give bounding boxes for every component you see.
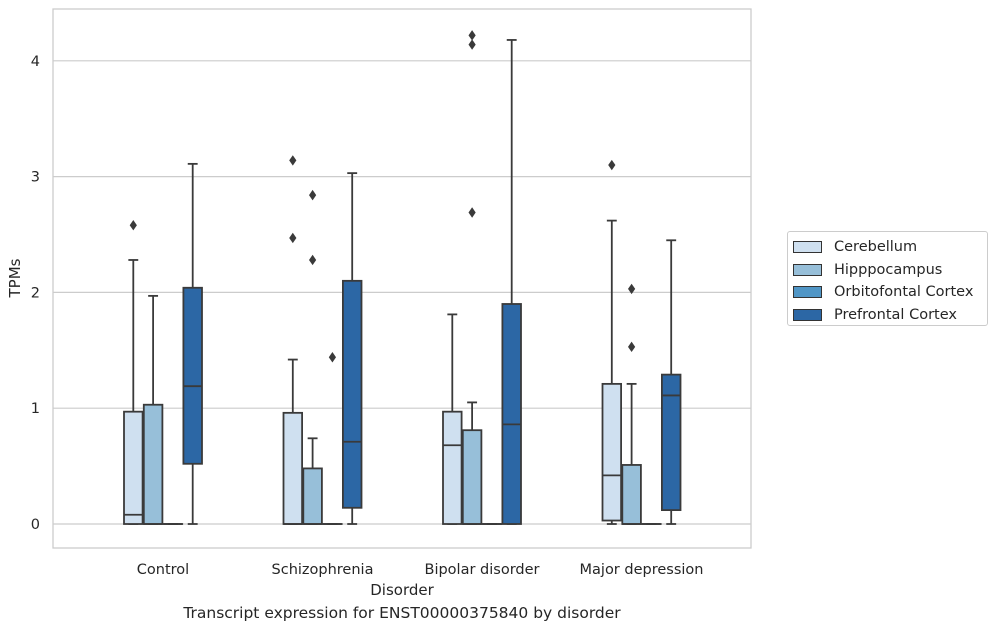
x-tick-label: Control	[137, 562, 189, 578]
box-iqr	[182, 286, 203, 465]
box-iqr	[282, 411, 304, 525]
outlier-point	[468, 39, 476, 50]
y-axis-label: TPMs	[6, 258, 24, 298]
y-tick-labels: 0 1 2 3 4	[31, 54, 40, 533]
x-tick-labels: Control Schizophrenia Bipolar disorder Majo…	[137, 562, 704, 578]
box-iqr	[661, 373, 682, 512]
y-tick-label: 0	[31, 517, 40, 533]
x-tick-label: Major depression	[580, 562, 704, 578]
legend-swatch	[793, 286, 822, 299]
outlier-point	[129, 220, 137, 231]
outlier-point	[468, 30, 476, 41]
outlier-point	[289, 232, 297, 244]
y-tick-label: 3	[31, 170, 40, 186]
legend-label: Cerebellum	[834, 239, 918, 256]
outlier-point	[628, 283, 636, 295]
box-iqr	[142, 403, 164, 525]
box-cerebellum-bipolar-disorder	[442, 313, 463, 525]
legend-label: Hipppocampus	[834, 261, 943, 278]
legend-item-prefrontal-cortex: Prefrontal Cortex	[792, 304, 987, 327]
outlier-point	[289, 155, 297, 166]
box-iqr	[601, 382, 623, 522]
box-iqr	[341, 279, 363, 509]
box-prefrontal-cortex-schizophrenia	[341, 172, 363, 525]
box-series	[123, 30, 682, 525]
outlier-point	[468, 207, 476, 218]
box-iqr	[123, 410, 144, 525]
box-hipppocampus-major-depression	[621, 283, 642, 525]
box-iqr	[302, 467, 323, 525]
plot-frame	[52, 8, 752, 549]
box-orbitofontal-cortex-schizophrenia	[322, 352, 343, 525]
outlier-point	[309, 189, 317, 201]
box-iqr	[621, 464, 642, 525]
x-axis-label: Disorder	[370, 581, 434, 599]
outlier-point	[608, 159, 616, 171]
box-hipppocampus-control	[142, 294, 164, 525]
legend-label: Prefrontal Cortex	[834, 306, 957, 323]
box-prefrontal-cortex-control	[182, 162, 203, 525]
legend-item-hippocampus: Hipppocampus	[792, 259, 987, 282]
legend-item-orbitofrontal-cortex: Orbitofontal Cortex	[792, 281, 987, 304]
box-hipppocampus-bipolar-disorder	[461, 30, 483, 525]
box-prefrontal-cortex-major-depression	[661, 239, 682, 525]
legend-swatch	[793, 308, 822, 321]
box-cerebellum-control	[123, 220, 144, 525]
box-iqr	[461, 429, 483, 525]
legend-label: Orbitofontal Cortex	[834, 284, 974, 301]
box-cerebellum-major-depression	[601, 159, 623, 525]
outlier-point	[628, 341, 636, 353]
box-iqr	[442, 410, 463, 525]
y-tick-label: 2	[31, 285, 40, 301]
legend-item-cerebellum: Cerebellum	[792, 236, 987, 259]
x-tick-label: Bipolar disorder	[425, 562, 540, 578]
box-iqr	[501, 303, 522, 525]
x-tick-label: Schizophrenia	[272, 562, 374, 578]
legend-swatch	[793, 241, 822, 254]
legend: Cerebellum Hipppocampus Orbitofontal Cor…	[787, 231, 988, 326]
box-prefrontal-cortex-bipolar-disorder	[501, 39, 522, 525]
box-hipppocampus-schizophrenia	[302, 189, 323, 525]
outlier-point	[328, 352, 336, 363]
chart-caption: Transcript expression for ENST0000037584…	[183, 604, 621, 622]
outlier-point	[309, 254, 317, 266]
legend-swatch	[793, 263, 822, 276]
box-cerebellum-schizophrenia	[282, 155, 304, 525]
y-tick-label: 4	[31, 54, 40, 70]
y-tick-label: 1	[31, 401, 40, 417]
